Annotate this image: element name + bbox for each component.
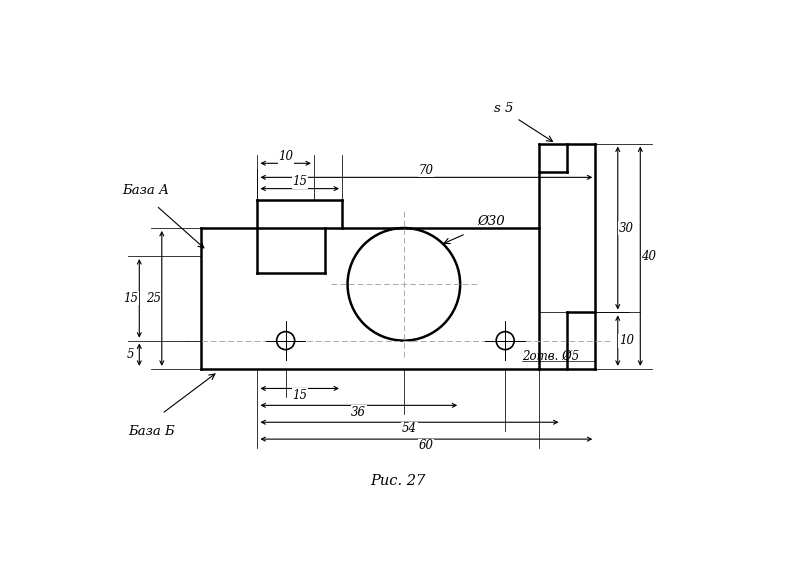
Text: 15: 15 [123, 292, 138, 305]
Text: 54: 54 [402, 422, 417, 436]
Text: База Б: База Б [128, 425, 175, 438]
Text: 15: 15 [292, 388, 308, 402]
Text: 60: 60 [419, 439, 434, 453]
Text: 70: 70 [419, 163, 434, 177]
Text: s 5: s 5 [494, 102, 513, 115]
Text: Рис. 27: Рис. 27 [371, 475, 426, 488]
Text: 10: 10 [278, 150, 293, 163]
Text: База А: База А [122, 184, 169, 197]
Text: Ø30: Ø30 [477, 215, 505, 228]
Text: 10: 10 [618, 334, 634, 347]
Text: 30: 30 [618, 221, 634, 235]
Text: 5: 5 [127, 348, 134, 361]
Text: 25: 25 [146, 292, 161, 305]
Text: 2отв. Ø5: 2отв. Ø5 [522, 350, 579, 363]
Text: 40: 40 [642, 249, 656, 263]
Text: 15: 15 [292, 175, 308, 189]
Text: 36: 36 [352, 405, 366, 419]
